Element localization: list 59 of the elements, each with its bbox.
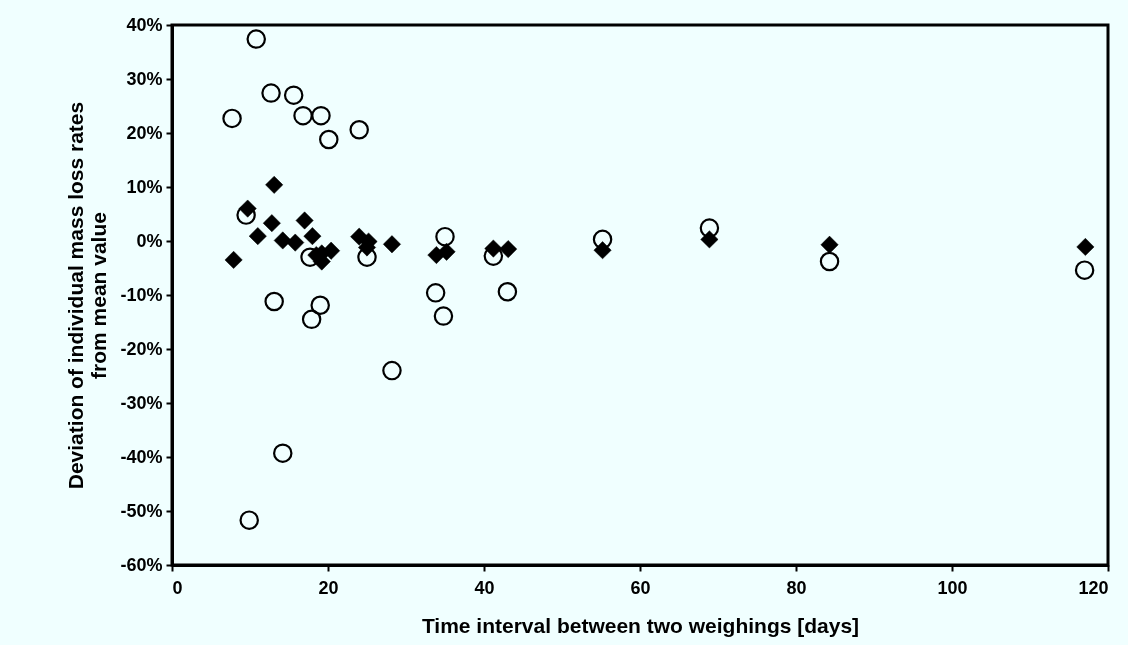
x-tick-label: 40 [474, 577, 495, 598]
point [819, 251, 840, 272]
point [699, 218, 720, 238]
point [224, 250, 243, 269]
y-tick-label: -50% [120, 500, 163, 521]
point [383, 235, 401, 254]
point [592, 229, 613, 250]
point [273, 443, 293, 463]
point [437, 242, 456, 261]
point [301, 309, 322, 330]
point [248, 227, 267, 246]
point [484, 239, 503, 258]
point [273, 231, 292, 250]
point [222, 108, 242, 129]
point [295, 211, 314, 230]
point [239, 510, 259, 530]
y-tick-label: -10% [120, 284, 163, 305]
point [433, 306, 454, 326]
point [700, 230, 719, 249]
point [303, 227, 322, 246]
y-tick-label: -40% [120, 446, 163, 467]
point [497, 282, 518, 302]
point [435, 226, 455, 247]
point [425, 283, 446, 303]
point [1074, 260, 1095, 280]
point [593, 241, 612, 260]
point [382, 360, 402, 381]
y-tick-label: -60% [120, 554, 163, 575]
y-tick-label: 20% [126, 122, 163, 143]
point [349, 120, 369, 140]
y-tick-label: -30% [120, 392, 163, 413]
point [283, 85, 304, 105]
point [246, 29, 266, 49]
y-tick-label: -20% [120, 338, 163, 359]
y-tick-label: 10% [126, 176, 163, 197]
y-axis-title: Deviation of individual mass loss rates from mean value [64, 101, 111, 490]
y-tick-label: 40% [126, 14, 163, 35]
point [319, 129, 339, 150]
y-tick-label: 30% [126, 68, 163, 89]
point [286, 233, 305, 252]
x-tick-label: 0 [172, 577, 183, 598]
x-tick-label: 100 [937, 577, 968, 598]
point [261, 83, 281, 103]
point [311, 105, 331, 126]
point [265, 175, 284, 194]
x-tick-label: 120 [1078, 577, 1109, 598]
point [820, 235, 839, 254]
x-axis-title: Time interval between two weighings [days] [421, 613, 860, 637]
point [499, 240, 518, 259]
x-tick-label: 20 [318, 577, 339, 598]
x-tick-label: 80 [786, 577, 807, 598]
point [293, 105, 313, 126]
y-tick-label: 0% [136, 230, 163, 251]
point [262, 214, 281, 233]
x-tick-label: 60 [630, 577, 651, 598]
point [1076, 238, 1095, 256]
point [238, 199, 257, 218]
point [264, 291, 284, 312]
point [310, 295, 330, 315]
